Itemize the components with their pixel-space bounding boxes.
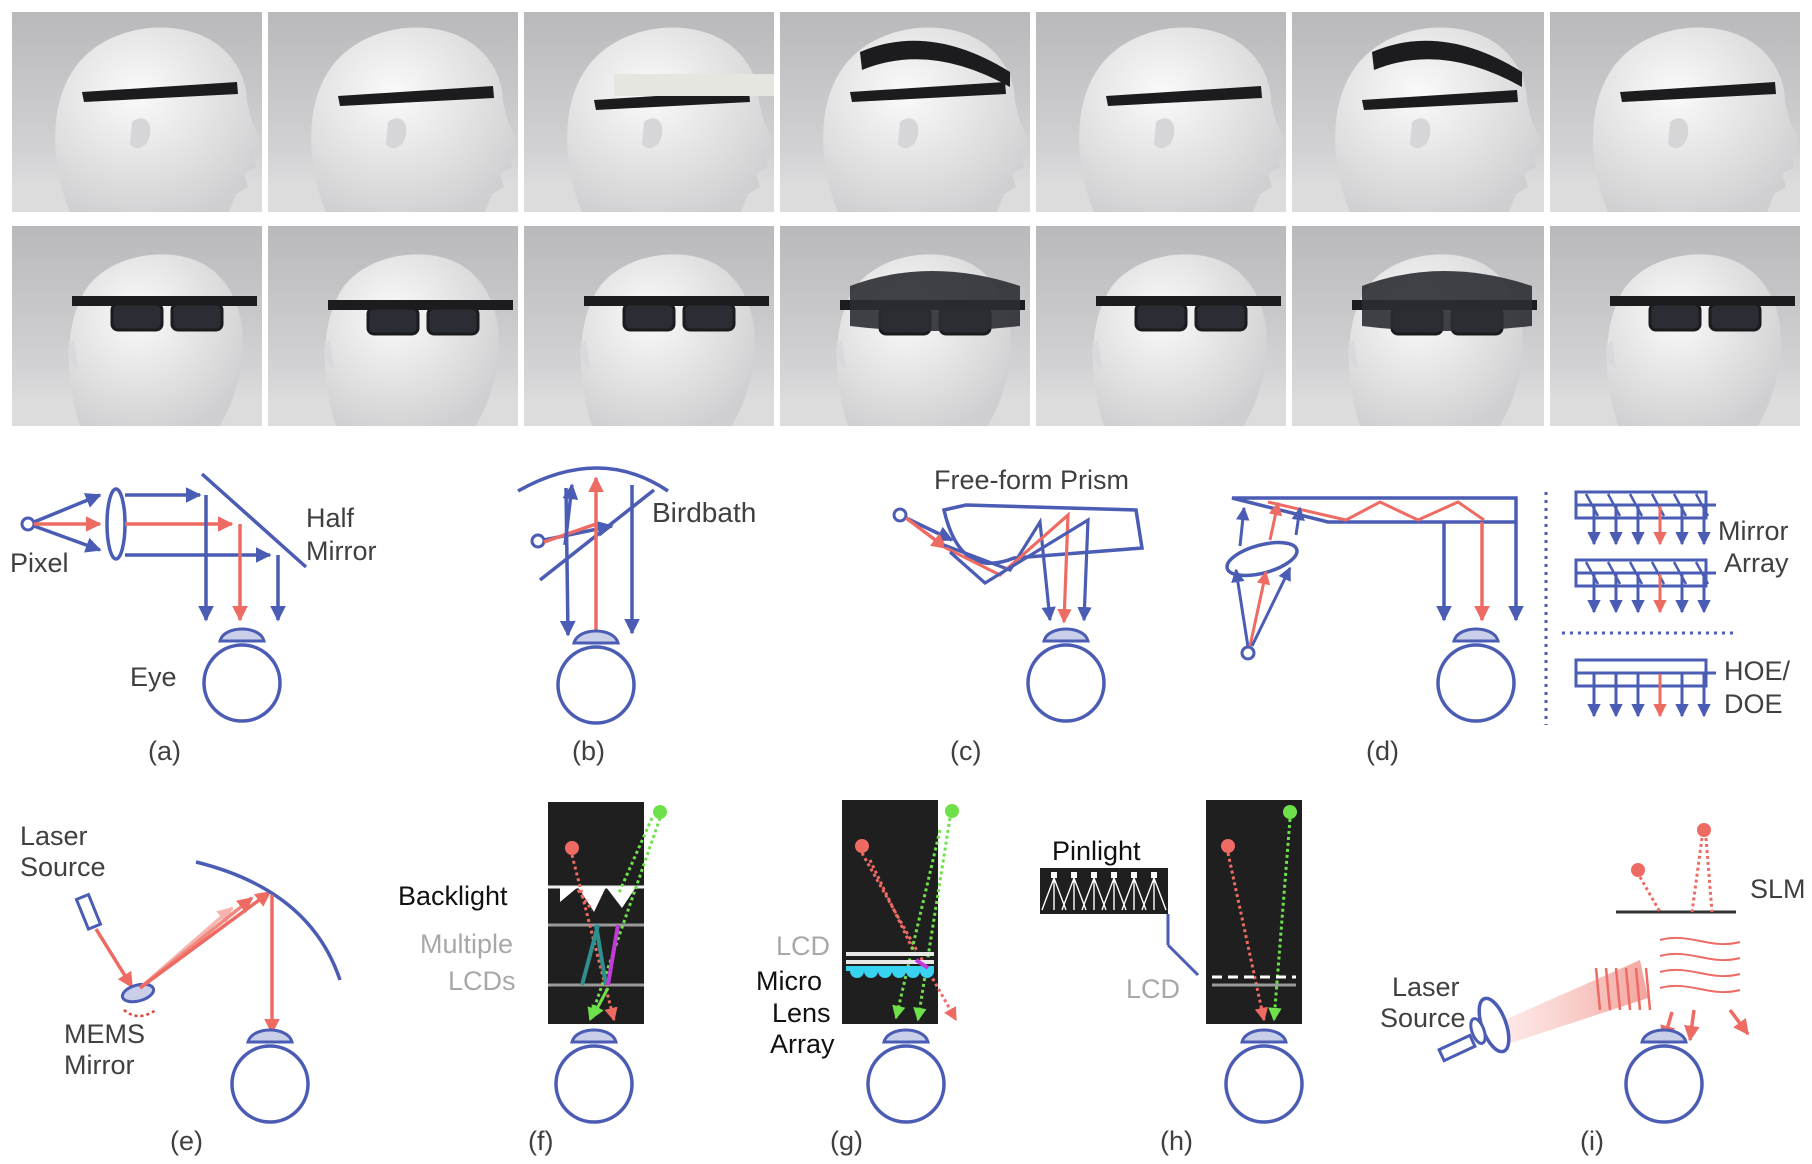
label-f-multiple: Multiple	[420, 929, 513, 959]
label-g-array: Array	[770, 1029, 835, 1059]
caption-a: (a)	[148, 736, 181, 766]
label-e-laser: Laser	[20, 821, 88, 851]
diagram-b-birdbath: Birdbath (b)	[517, 466, 756, 766]
label-g-lcd: LCD	[776, 931, 830, 961]
hmd-side-3	[524, 12, 774, 212]
caption-g: (g)	[830, 1126, 863, 1156]
hmd-front-6	[1292, 226, 1544, 426]
hmd-side-5	[1036, 12, 1286, 212]
label-f-lcds: LCDs	[448, 966, 516, 996]
diagram-c-freeform-prism: Free-form Prism (c)	[892, 465, 1145, 766]
diagram-e-laser-mems: Laser Source MEMS Mirror (e)	[20, 821, 342, 1156]
label-i-source: Source	[1380, 1003, 1466, 1033]
hmd-side-4	[780, 12, 1030, 212]
diagram-i-slm-holographic: SLM Laser Source (i)	[1380, 823, 1806, 1156]
label-d-doe: DOE	[1724, 689, 1783, 719]
photo-grid	[12, 12, 1800, 426]
label-e-mems: MEMS	[64, 1019, 145, 1049]
label-g-micro: Micro	[756, 966, 822, 996]
hmd-front-3	[524, 226, 774, 426]
label-e-mirror: Mirror	[64, 1050, 134, 1080]
hmd-side-6	[1292, 12, 1544, 212]
diagram-f-multiple-lcds: Backlight Multiple LCDs (f)	[398, 802, 667, 1156]
label-i-slm: SLM	[1750, 874, 1806, 904]
label-i-laser: Laser	[1392, 972, 1460, 1002]
hmd-front-7	[1550, 226, 1800, 426]
label-a-pixel: Pixel	[10, 548, 69, 578]
label-g-lens: Lens	[772, 998, 831, 1028]
label-e-source: Source	[20, 852, 106, 882]
caption-i: (i)	[1580, 1126, 1604, 1156]
label-h-pinlight: Pinlight	[1052, 836, 1141, 866]
caption-e: (e)	[170, 1126, 203, 1156]
hmd-front-1	[12, 226, 262, 426]
label-d-hoe: HOE/	[1724, 656, 1791, 686]
caption-b: (b)	[572, 736, 605, 766]
diagram-d-waveguide: Mirror Array HOE/ DOE (d)	[1225, 490, 1791, 766]
caption-f: (f)	[528, 1126, 553, 1156]
label-h-lcd: LCD	[1126, 974, 1180, 1004]
hmd-side-1	[12, 12, 262, 212]
hmd-front-2	[268, 226, 518, 426]
diagram-a-half-mirror: Pixel Half Mirror Eye (a)	[10, 472, 376, 766]
label-c-prism: Free-form Prism	[934, 465, 1129, 495]
label-f-backlight: Backlight	[398, 881, 508, 911]
caption-d: (d)	[1366, 736, 1399, 766]
hmd-side-7	[1550, 12, 1800, 212]
label-d-mirror: Mirror	[1718, 516, 1788, 546]
caption-h: (h)	[1160, 1126, 1193, 1156]
label-d-array: Array	[1724, 548, 1789, 578]
caption-c: (c)	[950, 736, 981, 766]
label-a-mirror: Mirror	[306, 536, 376, 566]
label-b-birdbath: Birdbath	[652, 497, 756, 528]
label-a-half: Half	[306, 503, 355, 533]
diagram-h-pinlight: Pinlight LCD (h)	[1040, 800, 1304, 1156]
diagram-g-micro-lens-array: LCD Micro Lens Array (g)	[756, 800, 959, 1156]
hmd-front-4	[780, 226, 1030, 426]
hmd-front-5	[1036, 226, 1286, 426]
label-a-eye: Eye	[130, 662, 177, 692]
hmd-side-2	[268, 12, 518, 212]
